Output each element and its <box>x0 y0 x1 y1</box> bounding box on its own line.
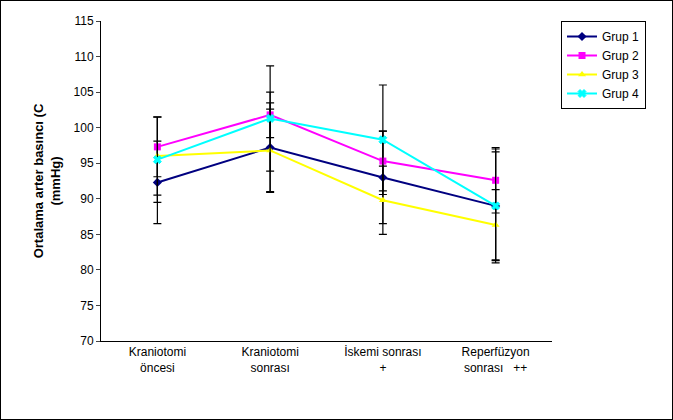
svg-text:70: 70 <box>80 334 94 348</box>
svg-text:100: 100 <box>74 121 94 135</box>
svg-text:Grup 4: Grup 4 <box>602 87 639 101</box>
svg-text:80: 80 <box>80 263 94 277</box>
svg-text:95: 95 <box>80 156 94 170</box>
svg-text:85: 85 <box>80 228 94 242</box>
svg-text:75: 75 <box>80 299 94 313</box>
svg-text:110: 110 <box>74 50 93 64</box>
svg-text:Kraniotomisonrası: Kraniotomisonrası <box>241 345 298 375</box>
svg-text:İskemi sonrası+: İskemi sonrası+ <box>344 345 421 375</box>
svg-text:Grup 2: Grup 2 <box>602 49 639 63</box>
svg-text:Grup 1: Grup 1 <box>602 30 639 44</box>
svg-text:115: 115 <box>74 14 93 28</box>
svg-text:Grup 3: Grup 3 <box>602 68 639 82</box>
svg-text:Ortalama arter basıncı (C(mmHg: Ortalama arter basıncı (C(mmHg) <box>31 103 63 258</box>
svg-text:105: 105 <box>74 85 94 99</box>
svg-text:Kraniotomiöncesi: Kraniotomiöncesi <box>129 345 186 375</box>
svg-text:Reperfüzyonsonrası ++: Reperfüzyonsonrası ++ <box>462 345 530 375</box>
svg-text:90: 90 <box>80 192 94 206</box>
